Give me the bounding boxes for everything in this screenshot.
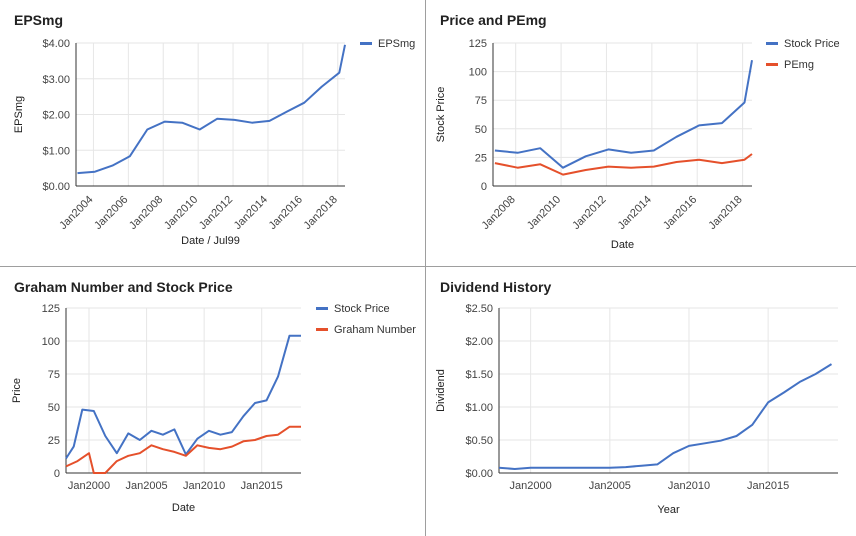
chart-title: EPSmg xyxy=(14,12,64,28)
y-tick-label: $4.00 xyxy=(42,38,70,50)
x-tick-label: Jan2000 xyxy=(510,480,552,492)
y-tick-label: 25 xyxy=(475,152,487,164)
legend-label: Graham Number xyxy=(334,324,416,336)
x-tick-label: Jan2016 xyxy=(661,194,699,232)
y-tick-label: $2.00 xyxy=(465,336,493,348)
y-tick-label: 50 xyxy=(48,402,60,414)
series-line-stock-price xyxy=(494,60,753,169)
x-tick-label: Jan2015 xyxy=(241,480,283,492)
x-axis-title: Date xyxy=(611,239,634,251)
y-tick-label: 75 xyxy=(475,95,487,107)
y-tick-label: $0.50 xyxy=(465,435,493,447)
x-axis-title: Date / Jul99 xyxy=(181,235,240,247)
y-tick-label: 0 xyxy=(54,468,60,480)
series-line-stock-price xyxy=(65,334,301,460)
y-tick-label: 50 xyxy=(475,124,487,136)
x-tick-label: Jan2008 xyxy=(127,194,165,232)
y-axis-title: EPSmg xyxy=(13,96,25,133)
y-tick-label: $2.50 xyxy=(465,303,493,315)
x-tick-label: Jan2000 xyxy=(68,480,110,492)
x-tick-label: Jan2018 xyxy=(302,194,340,232)
legend-label: PEmg xyxy=(784,59,814,71)
y-tick-label: 100 xyxy=(42,336,60,348)
y-tick-label: 25 xyxy=(48,435,60,447)
legend-swatch xyxy=(316,307,328,310)
y-tick-label: $0.00 xyxy=(465,468,493,480)
series-line-pemg xyxy=(494,153,753,176)
y-tick-label: 75 xyxy=(48,369,60,381)
vertical-divider xyxy=(425,0,426,536)
y-tick-label: $1.00 xyxy=(42,145,70,157)
y-axis-title: Dividend xyxy=(435,369,447,412)
x-tick-label: Jan2010 xyxy=(162,194,200,232)
x-tick-label: Jan2012 xyxy=(570,194,608,232)
legend-swatch xyxy=(766,63,778,66)
chart-panel-graham: Graham Number and Stock Price 0 25 50 75 100… xyxy=(0,267,425,536)
horizontal-divider xyxy=(0,266,856,267)
x-tick-label: Jan2010 xyxy=(183,480,225,492)
y-axis-title: Price xyxy=(11,378,23,403)
x-tick-label: Jan2006 xyxy=(92,194,130,232)
x-tick-label: Jan2010 xyxy=(668,480,710,492)
chart-title: Price and PEmg xyxy=(440,12,547,28)
chart-svg: 0 25 50 75 100 125 Jan2000 Jan2005 Jan2010 Jan201… xyxy=(11,303,416,514)
chart-svg: $0.00$1.00$2.00$3.00$4.00Jan2004Jan2006J… xyxy=(13,38,415,247)
legend-label: EPSmg xyxy=(378,38,415,50)
chart-panel-dividend: Dividend History $0.00 $0.50 $1.00 $1.50 $2.… xyxy=(426,267,856,536)
y-tick-label: 125 xyxy=(42,303,60,315)
chart-panel-price-pemg: Price and PEmg 0 25 50 75 100 125 Jan2008 Jan20… xyxy=(426,0,856,266)
chart-title: Dividend History xyxy=(440,279,552,295)
legend-swatch xyxy=(766,42,778,45)
y-tick-label: $2.00 xyxy=(42,110,70,122)
series-line-epsmg xyxy=(77,44,346,175)
y-tick-label: $0.00 xyxy=(42,181,70,193)
y-tick-label: 125 xyxy=(469,38,487,50)
x-tick-label: Jan2016 xyxy=(267,194,305,232)
chart-svg: $0.00 $0.50 $1.00 $1.50 $2.00 $2.50 Jan2000 Jan… xyxy=(435,303,838,516)
legend-swatch xyxy=(316,328,328,331)
legend-label: Stock Price xyxy=(784,38,840,50)
y-tick-label: $3.00 xyxy=(42,74,70,86)
y-axis-title: Stock Price xyxy=(435,87,447,143)
y-tick-label: $1.00 xyxy=(465,402,493,414)
legend-label: Stock Price xyxy=(334,303,390,315)
series-line-graham-number xyxy=(65,425,301,474)
chart-title: Graham Number and Stock Price xyxy=(14,279,233,295)
x-tick-label: Jan2010 xyxy=(525,194,563,232)
x-tick-label: Jan2014 xyxy=(616,194,654,232)
y-tick-label: 0 xyxy=(481,181,487,193)
x-axis-title: Year xyxy=(657,504,680,516)
x-tick-label: Jan2014 xyxy=(232,194,270,232)
x-tick-label: Jan2005 xyxy=(589,480,631,492)
x-tick-label: Jan2005 xyxy=(125,480,167,492)
y-tick-label: $1.50 xyxy=(465,369,493,381)
x-tick-label: Jan2015 xyxy=(747,480,789,492)
x-axis-title: Date xyxy=(172,502,195,514)
legend-swatch xyxy=(360,42,372,45)
x-tick-label: Jan2018 xyxy=(706,194,744,232)
series-line-dividend xyxy=(498,363,833,470)
chart-panel-epsmg: EPSmg $0.00 $1.00 $2.00 $3.00 $4.00 Jan2004 Ja… xyxy=(0,0,425,266)
y-tick-label: 100 xyxy=(469,67,487,79)
x-tick-label: Jan2004 xyxy=(57,194,95,232)
x-tick-label: Jan2012 xyxy=(197,194,235,232)
x-tick-label: Jan2008 xyxy=(479,194,517,232)
